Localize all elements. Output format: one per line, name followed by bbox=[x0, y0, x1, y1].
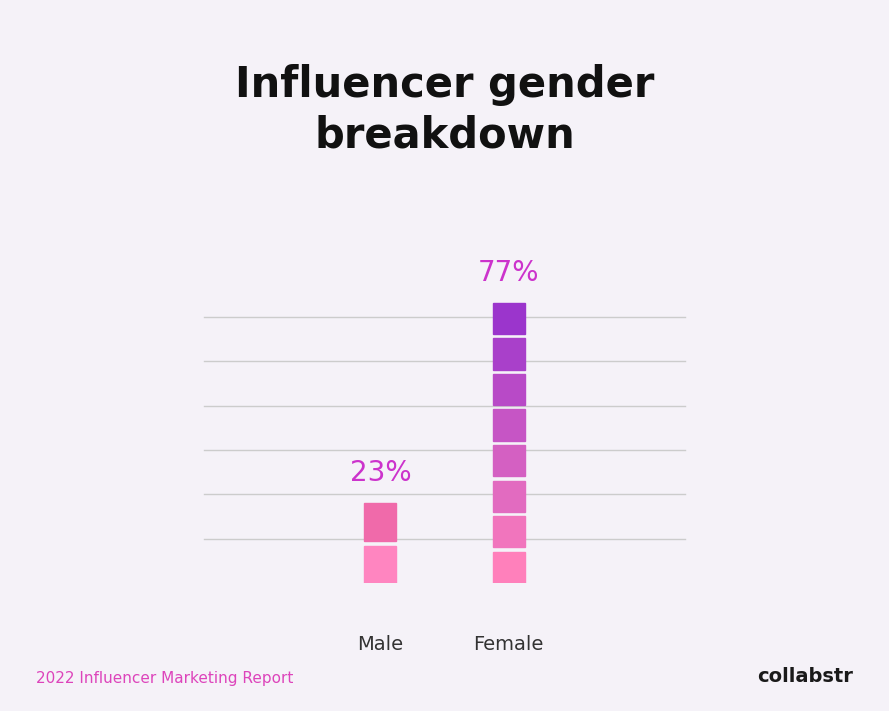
Bar bbox=[364, 545, 396, 583]
Bar bbox=[493, 481, 525, 512]
Text: 2022 Influencer Marketing Report: 2022 Influencer Marketing Report bbox=[36, 671, 293, 686]
Bar bbox=[493, 516, 525, 547]
Text: collabstr: collabstr bbox=[757, 667, 853, 686]
Text: Female: Female bbox=[473, 635, 544, 654]
Bar bbox=[364, 503, 396, 540]
Bar bbox=[493, 552, 525, 583]
Text: 77%: 77% bbox=[477, 260, 540, 287]
Bar bbox=[493, 445, 525, 476]
Bar bbox=[493, 374, 525, 405]
Bar bbox=[493, 338, 525, 370]
Text: 23%: 23% bbox=[349, 459, 412, 487]
Text: Male: Male bbox=[357, 635, 404, 654]
Bar bbox=[493, 303, 525, 334]
Text: Influencer gender
breakdown: Influencer gender breakdown bbox=[235, 64, 654, 156]
Bar bbox=[493, 410, 525, 441]
